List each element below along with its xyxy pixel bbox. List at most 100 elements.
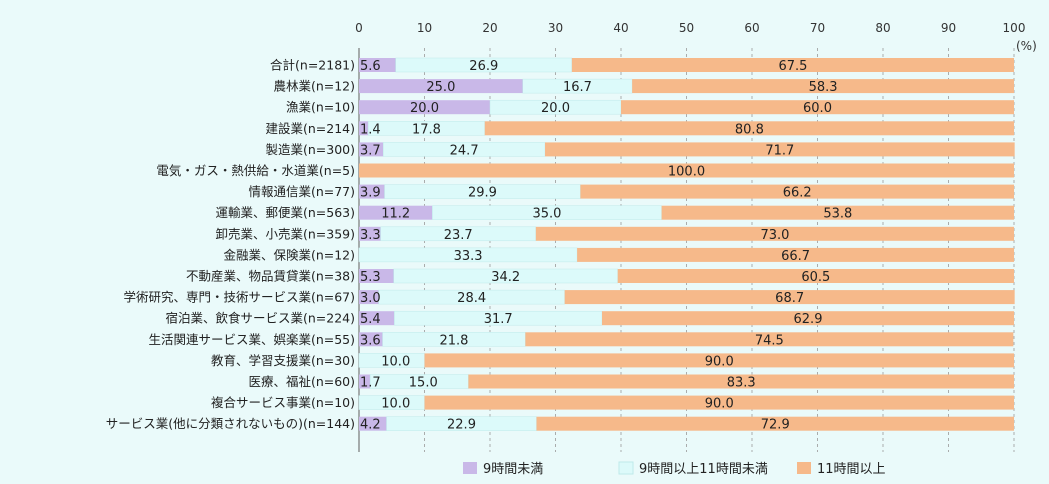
x-tick-label: 60 [744, 21, 759, 35]
data-label: 3.9 [360, 186, 381, 201]
category-label: 製造業(n=300) [265, 142, 355, 157]
data-label: 33.3 [454, 249, 483, 264]
bar-segment [536, 416, 1014, 431]
legend-swatch [797, 462, 811, 474]
category-label: 教育、学習支援業(n=30) [211, 353, 355, 368]
data-label: 34.2 [491, 270, 520, 285]
data-label: 62.9 [794, 312, 823, 327]
bar-segment [424, 395, 1014, 410]
data-label: 68.7 [775, 291, 804, 306]
legend-item: 9時間未満 [463, 462, 543, 477]
bar-segment [617, 269, 1014, 283]
data-label: 26.9 [469, 59, 498, 74]
data-label: 3.6 [360, 333, 381, 348]
bar-segment [580, 184, 1014, 199]
data-label: 15.0 [409, 376, 438, 391]
bar-segment [359, 332, 383, 347]
category-label: 生活関連サービス業、娯楽業(n=55) [148, 332, 355, 347]
data-label: 66.7 [781, 249, 810, 264]
data-label: 20.0 [541, 101, 570, 116]
bar-segment [468, 374, 1014, 389]
data-label: 67.5 [778, 59, 807, 74]
x-tick-label: 10 [417, 21, 432, 35]
x-tick-label: 40 [613, 21, 628, 35]
data-label: 5.3 [360, 270, 381, 285]
bar-segment [359, 269, 394, 283]
unit-label: (%) [1016, 39, 1037, 53]
x-tick-label: 20 [482, 21, 497, 35]
data-label: 24.7 [450, 143, 479, 158]
data-label: 60.0 [803, 101, 832, 116]
bar-segment [359, 142, 384, 157]
data-label: 35.0 [533, 207, 562, 222]
bar-segment [525, 332, 1014, 347]
data-label: 66.2 [783, 186, 812, 201]
category-label: 情報通信業(n=77) [248, 184, 355, 199]
data-label: 74.5 [755, 333, 784, 348]
bar-segment [359, 100, 490, 115]
bar-segment [535, 226, 1014, 241]
data-label: 83.3 [727, 376, 756, 391]
category-label: 農林業(n=12) [273, 79, 355, 94]
data-label: 60.5 [801, 270, 830, 285]
x-tick-label: 80 [875, 21, 890, 35]
bar-segment [359, 205, 433, 220]
data-label: 90.0 [705, 354, 734, 369]
bar-segment [424, 353, 1014, 368]
bar-segment [359, 163, 1014, 178]
data-label: 1.4 [360, 122, 381, 137]
bar-segment [359, 184, 385, 199]
legend-item: 9時間以上11時間未満 [618, 461, 768, 477]
legend: 9時間未満 9時間以上11時間未満 11時間以上 [463, 461, 886, 477]
data-labels: 5.6 26.9 67.5 25.0 16.7 58.3 20.0 20.0 60.0 1.4 17… [360, 59, 852, 433]
data-label: 3.3 [360, 228, 381, 243]
category-label: 運輸業、郵便業(n=563) [215, 205, 355, 220]
bar-segment [545, 142, 1015, 157]
data-label: 25.0 [426, 80, 455, 95]
x-tick-label: 0 [355, 21, 363, 35]
x-tick-label: 30 [548, 21, 563, 35]
x-axis-ticks: 0 10 20 30 40 50 60 70 80 90 100 [355, 21, 1025, 35]
bar-segment [359, 226, 381, 241]
category-label: サービス業(他に分類されないもの)(n=144) [106, 416, 355, 431]
data-label: 1.7 [360, 376, 381, 391]
data-label: 23.7 [444, 228, 473, 243]
bar-segment [632, 79, 1014, 94]
data-label: 28.4 [457, 291, 486, 306]
category-label: 卸売業、小売業(n=359) [215, 226, 355, 241]
category-label: 複合サービス事業(n=10) [211, 395, 355, 410]
bar-segment [484, 121, 1014, 136]
data-label: 21.8 [439, 333, 468, 348]
bar-segment [359, 58, 396, 72]
data-label: 100.0 [668, 165, 705, 180]
data-label: 80.8 [735, 122, 764, 137]
x-tick-label: 50 [679, 21, 694, 35]
legend-swatch [463, 462, 477, 474]
data-label: 17.8 [412, 122, 441, 137]
data-label: 4.2 [360, 418, 381, 433]
category-label: 医療、福祉(n=60) [248, 374, 355, 389]
data-label: 10.0 [381, 354, 410, 369]
legend-item: 11時間以上 [797, 462, 886, 477]
legend-swatch [618, 461, 634, 475]
bar-segment [359, 79, 523, 94]
data-label: 71.7 [765, 143, 794, 158]
legend-label: 9時間以上11時間未満 [639, 462, 768, 477]
data-label: 10.0 [381, 397, 410, 412]
bar-segment [359, 121, 369, 136]
data-label: 72.9 [761, 418, 790, 433]
data-label: 11.2 [381, 207, 410, 222]
data-label: 16.7 [563, 80, 592, 95]
data-label: 5.6 [360, 59, 381, 74]
data-label: 58.3 [809, 80, 838, 95]
x-tick-label: 70 [810, 21, 825, 35]
bar-segment [602, 311, 1014, 326]
data-label: 3.7 [360, 143, 381, 158]
legend-label: 9時間未満 [483, 462, 543, 477]
data-label: 31.7 [484, 312, 513, 327]
category-label: 漁業(n=10) [286, 100, 355, 115]
data-label: 22.9 [447, 418, 476, 433]
bar-segment [571, 58, 1014, 72]
category-label: 金融業、保険業(n=12) [223, 247, 355, 262]
category-label: 学術研究、専門・技術サービス業(n=67) [123, 290, 355, 305]
